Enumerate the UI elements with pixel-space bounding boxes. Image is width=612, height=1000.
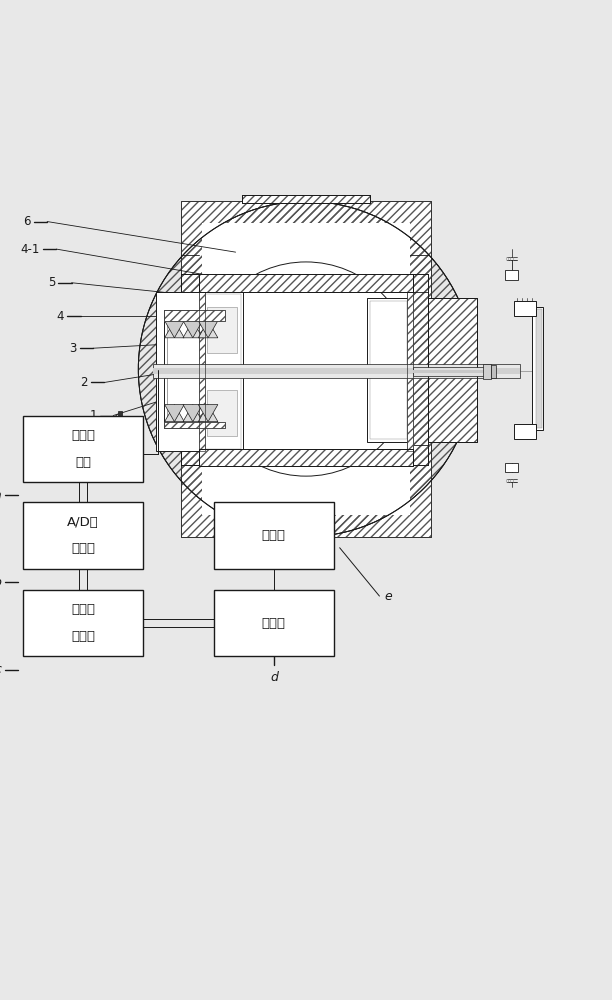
Text: 集电路: 集电路 xyxy=(71,630,95,643)
Polygon shape xyxy=(207,390,237,436)
Polygon shape xyxy=(23,416,143,482)
Text: 1: 1 xyxy=(89,409,97,422)
Polygon shape xyxy=(370,301,407,439)
Polygon shape xyxy=(505,463,518,472)
Polygon shape xyxy=(165,405,184,422)
Text: 信号放: 信号放 xyxy=(71,429,95,442)
Text: 4-1: 4-1 xyxy=(20,243,40,256)
Polygon shape xyxy=(202,294,241,449)
Text: 4: 4 xyxy=(57,310,64,323)
Text: A/D转: A/D转 xyxy=(67,516,99,529)
Polygon shape xyxy=(198,321,218,338)
Polygon shape xyxy=(153,364,520,378)
Polygon shape xyxy=(118,411,122,418)
Polygon shape xyxy=(167,314,219,424)
Polygon shape xyxy=(483,364,491,379)
Polygon shape xyxy=(181,201,431,537)
Polygon shape xyxy=(165,405,184,422)
Polygon shape xyxy=(413,370,487,373)
Polygon shape xyxy=(428,298,477,442)
Polygon shape xyxy=(514,301,536,316)
Text: c: c xyxy=(0,663,1,676)
Polygon shape xyxy=(156,292,202,451)
Polygon shape xyxy=(183,321,203,338)
Polygon shape xyxy=(198,405,218,422)
Polygon shape xyxy=(153,368,520,374)
Text: a: a xyxy=(0,489,1,502)
Polygon shape xyxy=(156,301,184,437)
Text: 6: 6 xyxy=(23,215,31,228)
Polygon shape xyxy=(514,424,536,439)
Polygon shape xyxy=(165,321,184,338)
Text: 显示器: 显示器 xyxy=(262,529,286,542)
Text: 2: 2 xyxy=(80,376,88,389)
Polygon shape xyxy=(505,270,518,280)
Polygon shape xyxy=(413,367,487,376)
Polygon shape xyxy=(491,365,496,378)
Text: b: b xyxy=(0,576,1,589)
Polygon shape xyxy=(207,307,237,353)
Polygon shape xyxy=(199,292,205,451)
Text: 7: 7 xyxy=(80,420,88,433)
Polygon shape xyxy=(198,321,218,338)
Polygon shape xyxy=(367,298,410,442)
Polygon shape xyxy=(165,321,184,338)
Polygon shape xyxy=(532,307,543,430)
Polygon shape xyxy=(242,195,370,203)
Text: 大器: 大器 xyxy=(75,456,91,469)
Polygon shape xyxy=(183,321,203,338)
Polygon shape xyxy=(164,422,225,428)
Polygon shape xyxy=(202,223,410,515)
Polygon shape xyxy=(200,292,243,451)
Polygon shape xyxy=(23,590,143,656)
Polygon shape xyxy=(199,449,413,466)
Text: 数据采: 数据采 xyxy=(71,603,95,616)
Polygon shape xyxy=(183,405,203,422)
Polygon shape xyxy=(164,310,225,428)
Text: 5: 5 xyxy=(48,276,55,289)
Polygon shape xyxy=(164,310,225,321)
Polygon shape xyxy=(214,502,334,569)
Text: 换电路: 换电路 xyxy=(71,542,95,555)
Polygon shape xyxy=(198,405,218,422)
Circle shape xyxy=(199,262,413,476)
Polygon shape xyxy=(407,292,413,451)
Polygon shape xyxy=(183,405,203,422)
Text: 计算机: 计算机 xyxy=(262,617,286,630)
Polygon shape xyxy=(214,590,334,656)
Text: d: d xyxy=(270,671,278,684)
Text: e: e xyxy=(384,590,392,603)
Text: 3: 3 xyxy=(69,342,76,355)
Polygon shape xyxy=(199,274,413,292)
Polygon shape xyxy=(23,502,143,569)
Polygon shape xyxy=(536,309,542,428)
